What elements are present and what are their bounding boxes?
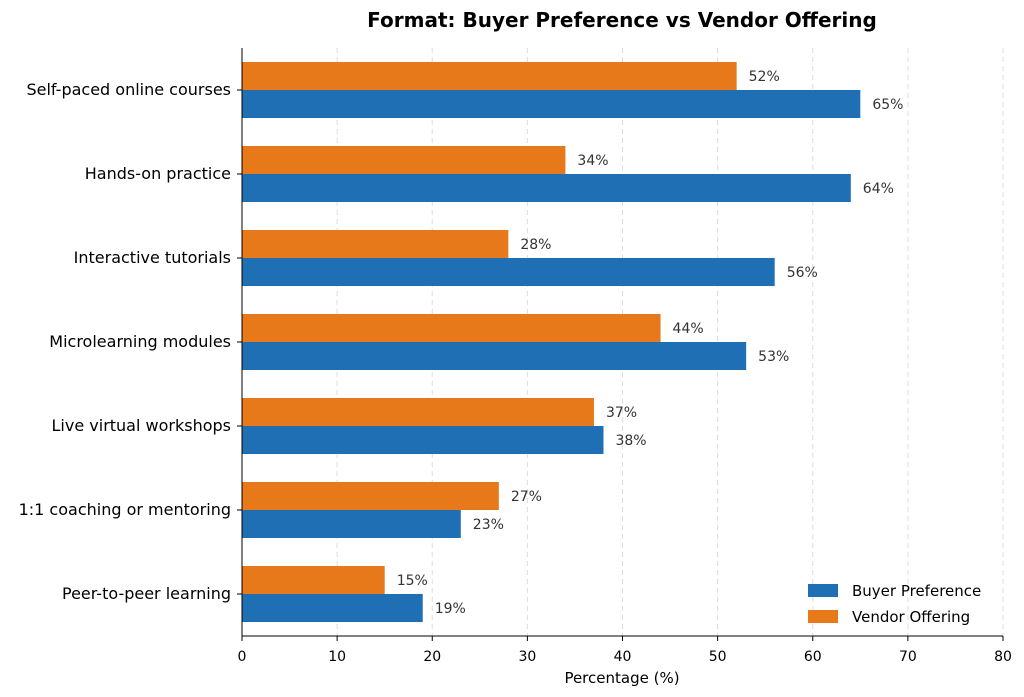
bar-buyer-preference-2	[242, 258, 775, 286]
category-label-1: Hands-on practice	[85, 164, 231, 183]
legend-swatch-0	[808, 584, 838, 597]
chart-title: Format: Buyer Preference vs Vendor Offer…	[367, 8, 877, 32]
category-label-6: Peer-to-peer learning	[62, 584, 231, 603]
value-label-buyer-preference-6: 19%	[435, 601, 466, 617]
category-label-2: Interactive tutorials	[74, 248, 231, 267]
bar-buyer-preference-6	[242, 594, 423, 622]
bar-vendor-offering-4	[242, 398, 594, 426]
value-label-buyer-preference-3: 53%	[758, 349, 789, 365]
bar-buyer-preference-0	[242, 90, 861, 118]
bar-buyer-preference-5	[242, 510, 461, 538]
bar-vendor-offering-3	[242, 314, 661, 342]
value-label-vendor-offering-1: 34%	[577, 153, 608, 169]
bar-buyer-preference-3	[242, 342, 747, 370]
value-label-buyer-preference-2: 56%	[787, 265, 818, 281]
x-tick-label-3: 30	[518, 649, 536, 665]
value-label-buyer-preference-4: 38%	[615, 433, 646, 449]
x-tick-label-5: 50	[709, 649, 727, 665]
x-tick-label-8: 80	[994, 649, 1012, 665]
value-label-buyer-preference-1: 64%	[863, 181, 894, 197]
legend-label-1: Vendor Offering	[852, 608, 970, 626]
value-label-buyer-preference-0: 65%	[872, 97, 903, 113]
bar-vendor-offering-2	[242, 230, 509, 258]
labels-layer: 52% 65% 34% 64% 28% 56% 44% 53% 37% 38% 27% 23% 15% 1…	[397, 69, 904, 617]
category-label-4: Live virtual workshops	[52, 416, 231, 435]
bar-vendor-offering-1	[242, 146, 566, 174]
value-label-vendor-offering-5: 27%	[511, 489, 542, 505]
value-label-vendor-offering-3: 44%	[673, 321, 704, 337]
category-label-3: Microlearning modules	[49, 332, 231, 351]
x-tick-label-1: 10	[328, 649, 346, 665]
legend-swatch-1	[808, 610, 838, 623]
x-tick-label-6: 60	[804, 649, 822, 665]
bar-buyer-preference-4	[242, 426, 604, 454]
legend-label-0: Buyer Preference	[852, 582, 981, 600]
bar-vendor-offering-0	[242, 62, 737, 90]
category-label-5: 1:1 coaching or mentoring	[19, 500, 231, 519]
value-label-vendor-offering-4: 37%	[606, 405, 637, 421]
x-tick-label-7: 70	[899, 649, 917, 665]
bar-vendor-offering-5	[242, 482, 499, 510]
category-label-0: Self-paced online courses	[26, 80, 231, 99]
bar-buyer-preference-1	[242, 174, 851, 202]
value-label-vendor-offering-6: 15%	[397, 573, 428, 589]
x-axis-label: Percentage (%)	[564, 669, 679, 687]
value-label-vendor-offering-2: 28%	[520, 237, 551, 253]
axis-layer: Self-paced online courses Hands-on practi…	[19, 48, 1012, 665]
x-tick-label-0: 0	[238, 649, 247, 665]
value-label-vendor-offering-0: 52%	[749, 69, 780, 85]
legend: Buyer Preference Vendor Offering	[808, 582, 981, 626]
x-tick-label-4: 40	[614, 649, 632, 665]
bars-layer	[242, 62, 861, 622]
x-tick-label-2: 20	[423, 649, 441, 665]
value-label-buyer-preference-5: 23%	[473, 517, 504, 533]
bar-vendor-offering-6	[242, 566, 385, 594]
